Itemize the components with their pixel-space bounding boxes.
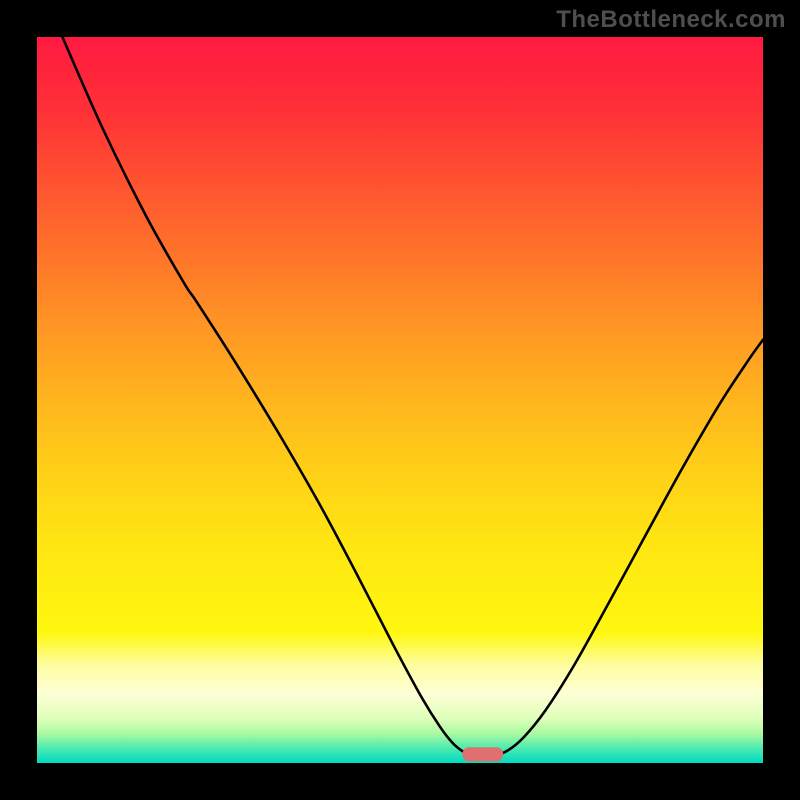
- plot-background-gradient: [37, 37, 763, 763]
- minimum-marker: [463, 748, 503, 761]
- bottleneck-chart: [0, 0, 800, 800]
- watermark-label: TheBottleneck.com: [556, 6, 786, 34]
- chart-stage: TheBottleneck.com: [0, 0, 800, 800]
